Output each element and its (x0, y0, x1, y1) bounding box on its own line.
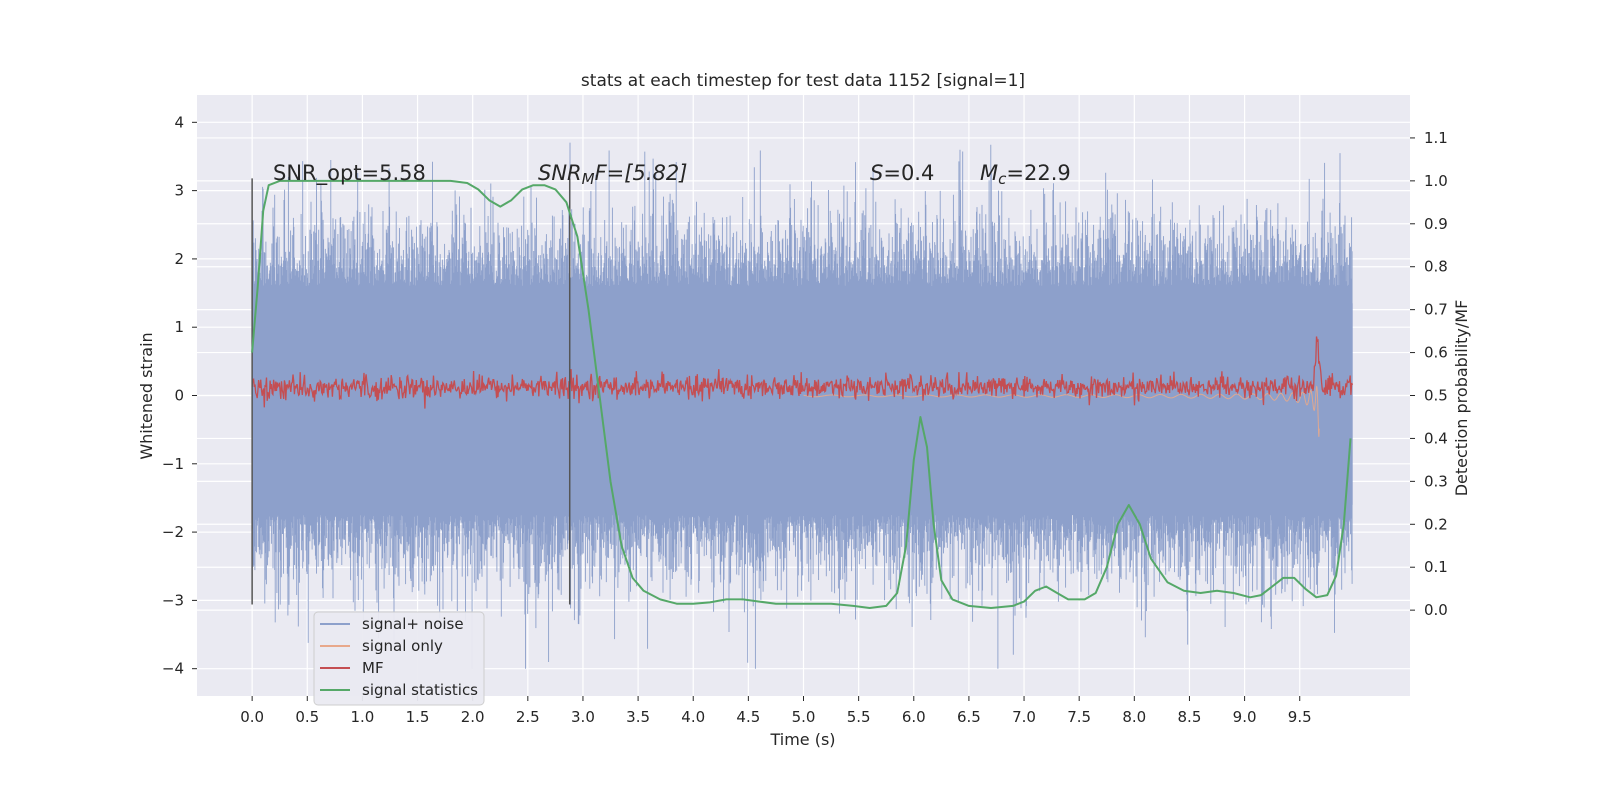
x-tick-label: 2.5 (516, 708, 540, 726)
x-axis-ticks: 0.0 0.5 1.0 1.5 2.0 2.5 3.0 3.5 4.0 4.5 5.0 5.5 6.0 6… (240, 696, 1312, 726)
legend-label-signal-noise: signal+ noise (362, 615, 464, 633)
y-right-tick-label: 0.8 (1424, 258, 1448, 276)
y-axis-right-label: Detection probability/MF (1452, 300, 1471, 497)
legend-label-mf: MF (362, 659, 384, 677)
y-left-tick-label: −2 (162, 523, 184, 541)
legend: signal+ noise signal only MF signal stat… (313, 611, 485, 706)
y-right-tick-label: 0.7 (1424, 301, 1448, 319)
annotation-snr-mf: SNRMF=[5.82] (538, 161, 687, 188)
x-tick-label: 1.5 (406, 708, 430, 726)
mf-series (251, 336, 1354, 409)
signal-only-series (803, 385, 1320, 437)
y-right-tick-label: 0.4 (1424, 429, 1448, 447)
chart-title: stats at each timestep for test data 115… (581, 71, 1025, 91)
y-right-tick-label: 0.9 (1424, 215, 1448, 233)
y-left-tick-label: −4 (162, 660, 184, 678)
y-right-tick-label: 0.2 (1424, 515, 1448, 533)
y-right-tick-label: 0.6 (1424, 344, 1448, 362)
x-tick-label: 7.5 (1067, 708, 1091, 726)
y-left-tick-label: 1 (174, 318, 184, 336)
x-tick-label: 4.5 (736, 708, 760, 726)
legend-label-signal-only: signal only (362, 637, 443, 655)
x-tick-label: 9.0 (1233, 708, 1257, 726)
y-right-tick-label: 0.0 (1424, 601, 1448, 619)
x-tick-label: 1.0 (350, 708, 374, 726)
y-left-tick-label: 3 (174, 182, 184, 200)
y-right-tick-label: 0.5 (1424, 387, 1448, 405)
signal-noise-series (251, 142, 1353, 669)
signal-statistics-line (251, 179, 1352, 609)
y-left-tick-label: −1 (162, 455, 184, 473)
y-axis-left-ticks: 4 3 2 1 0 −1 −2 −3 −4 (162, 113, 197, 678)
y-left-tick-label: −3 (162, 591, 184, 609)
y-axis-right-ticks: 1.1 1.0 0.9 0.8 0.7 0.6 0.5 0.4 0.3 0.2 0.1 0.0 (1410, 129, 1448, 619)
legend-label-signal-statistics: signal statistics (362, 681, 478, 699)
x-axis-label: Time (s) (769, 730, 835, 749)
signal-statistics-series (251, 179, 1352, 609)
y-right-tick-label: 1.0 (1424, 172, 1448, 190)
signal-only-trace (803, 385, 1320, 437)
x-tick-label: 6.5 (957, 708, 981, 726)
x-tick-label: 6.0 (902, 708, 926, 726)
annotation-s: S=0.4 (870, 161, 934, 185)
x-tick-label: 3.0 (571, 708, 595, 726)
x-tick-label: 5.5 (847, 708, 871, 726)
x-tick-label: 0.5 (295, 708, 319, 726)
y-left-tick-label: 2 (174, 250, 184, 268)
y-axis-left-label: Whitened strain (137, 332, 156, 459)
x-tick-label: 5.0 (792, 708, 816, 726)
x-tick-label: 0.0 (240, 708, 264, 726)
y-right-tick-label: 1.1 (1424, 129, 1448, 147)
x-tick-label: 3.5 (626, 708, 650, 726)
legend-box (313, 611, 485, 706)
annotation-snr-opt: SNR_opt=5.58 (273, 161, 426, 186)
y-right-tick-label: 0.3 (1424, 472, 1448, 490)
x-tick-label: 4.0 (681, 708, 705, 726)
x-tick-label: 7.0 (1012, 708, 1036, 726)
mf-trace (251, 336, 1354, 409)
y-left-tick-label: 0 (174, 387, 184, 405)
annotation-mc: Mc=22.9 (980, 161, 1071, 188)
vertical-markers (251, 178, 571, 605)
y-right-tick-label: 0.1 (1424, 558, 1448, 576)
x-tick-label: 2.0 (461, 708, 485, 726)
x-tick-label: 8.5 (1178, 708, 1202, 726)
y-left-tick-label: 4 (174, 113, 184, 131)
x-tick-label: 8.0 (1122, 708, 1146, 726)
x-tick-label: 9.5 (1288, 708, 1312, 726)
